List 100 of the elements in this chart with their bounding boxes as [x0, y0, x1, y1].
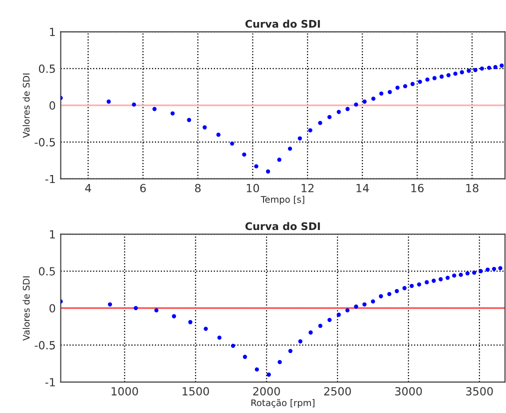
point	[170, 111, 175, 116]
point	[288, 146, 292, 151]
x-tick-label: 14	[356, 184, 369, 192]
point	[402, 286, 407, 290]
point	[230, 141, 234, 146]
point	[418, 80, 422, 84]
point	[172, 314, 176, 318]
point	[370, 299, 376, 304]
point	[500, 64, 504, 68]
point	[487, 66, 492, 70]
point	[425, 78, 430, 82]
point	[446, 276, 450, 280]
point	[465, 271, 470, 276]
point	[498, 266, 502, 270]
point	[403, 84, 408, 88]
chart-title: Curva do SDI	[245, 20, 320, 28]
point	[432, 278, 436, 283]
x-tick-label: 18	[466, 184, 478, 192]
x-tick-label: 2500	[324, 387, 351, 396]
point	[336, 110, 341, 114]
x-tick-label: 3500	[466, 387, 493, 396]
point	[186, 118, 192, 122]
point	[152, 106, 157, 112]
point	[327, 318, 332, 322]
x-tick-label: 1500	[182, 387, 209, 396]
point	[478, 269, 483, 274]
point	[254, 164, 258, 168]
point	[362, 302, 367, 306]
point	[154, 308, 158, 312]
point	[327, 114, 332, 120]
point	[298, 339, 302, 344]
point	[277, 158, 282, 162]
point	[417, 282, 422, 287]
point	[216, 132, 220, 137]
point	[354, 102, 358, 107]
point	[371, 96, 376, 101]
y-tick-label: 1	[50, 230, 55, 238]
point	[134, 306, 138, 310]
point	[466, 68, 471, 73]
x-tick-label: 1000	[112, 387, 138, 396]
y-tick-label: -1	[45, 174, 55, 184]
point	[410, 284, 414, 288]
point	[230, 344, 236, 348]
point	[458, 272, 463, 277]
x-tick-label: 2000	[253, 387, 280, 396]
point	[354, 304, 358, 309]
point	[266, 169, 270, 174]
point	[217, 336, 222, 340]
chart-title: Curva do SDI	[245, 222, 320, 230]
point	[410, 82, 415, 86]
point	[473, 68, 478, 72]
point	[388, 90, 392, 94]
point	[440, 74, 444, 79]
point	[432, 76, 437, 80]
point	[379, 91, 384, 96]
x-tick-label: 12	[302, 184, 314, 192]
point	[106, 100, 111, 104]
y-tick-label: 0	[50, 101, 56, 110]
point	[438, 277, 443, 282]
y-tick-label: -1	[45, 378, 55, 386]
point	[254, 367, 259, 372]
y-tick-label: 0.5	[38, 267, 55, 276]
point	[493, 65, 498, 70]
point	[204, 326, 208, 331]
point	[308, 330, 313, 335]
point	[242, 152, 246, 157]
point	[480, 66, 484, 71]
point	[472, 270, 476, 275]
y-axis-title: Valores de SDI	[22, 74, 30, 138]
point	[308, 128, 312, 132]
y-axis-title: Valores de SDI	[22, 276, 30, 341]
x-tick-label: 10	[246, 184, 260, 192]
point	[336, 312, 341, 317]
point	[266, 372, 271, 377]
point	[318, 120, 322, 126]
point	[318, 324, 322, 328]
y-tick-label: 0.5	[38, 64, 55, 73]
point	[345, 308, 350, 312]
point	[378, 294, 384, 298]
point	[395, 86, 400, 90]
point	[132, 102, 136, 107]
point	[288, 348, 292, 354]
point	[387, 292, 392, 296]
y-tick-label: 1	[50, 28, 55, 36]
y-tick-label: -0.5	[34, 138, 55, 146]
x-axis-title: Rotação [rpm]	[251, 399, 314, 408]
y-tick-label: 0	[50, 304, 56, 312]
point	[460, 70, 464, 74]
x-tick-label: 8	[195, 184, 201, 192]
point	[453, 72, 458, 76]
point	[108, 302, 112, 306]
point	[188, 320, 192, 324]
point	[492, 266, 496, 271]
point	[394, 289, 399, 294]
point	[345, 106, 350, 112]
point	[452, 273, 456, 278]
x-axis-title: Tempo [s]	[260, 196, 304, 205]
point	[446, 73, 451, 78]
point	[486, 268, 490, 272]
x-tick-label: 6	[140, 184, 146, 192]
